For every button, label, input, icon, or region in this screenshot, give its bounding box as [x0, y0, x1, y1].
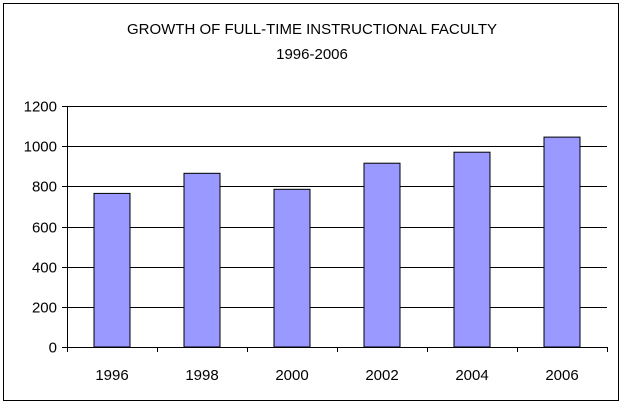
y-tick-label: 400: [32, 260, 57, 277]
chart-title: GROWTH OF FULL-TIME INSTRUCTIONAL FACULT…: [126, 21, 497, 38]
gridlines: [67, 106, 607, 308]
axes: [62, 106, 608, 352]
bar-2004: [453, 151, 491, 348]
x-tick-label: 2006: [545, 367, 578, 384]
bar-2000: [273, 188, 311, 348]
bar-1998: [183, 172, 221, 348]
y-tick-label: 200: [32, 300, 57, 317]
chart-subtitle: 1996-2006: [276, 46, 348, 63]
bar-2002: [363, 162, 401, 348]
y-tick-label: 1200: [24, 99, 57, 116]
x-tick-label: 1998: [185, 367, 218, 384]
y-tick-label: 1000: [24, 139, 57, 156]
x-tick-label: 2004: [455, 367, 488, 384]
x-axis-tick-labels: 1996 1998 2000 2002 2004 2006: [95, 367, 578, 384]
x-tick-label: 1996: [95, 367, 128, 384]
y-tick-label: 0: [49, 340, 57, 357]
bar-2006: [543, 136, 581, 348]
y-axis-tick-labels: 0 200 400 600 800 1000 1200: [24, 99, 57, 357]
y-tick-label: 600: [32, 220, 57, 237]
bar-1996: [93, 192, 131, 348]
x-tick-label: 2000: [275, 367, 308, 384]
x-tick-label: 2002: [365, 367, 398, 384]
bars: [93, 136, 581, 348]
y-tick-label: 800: [32, 179, 57, 196]
